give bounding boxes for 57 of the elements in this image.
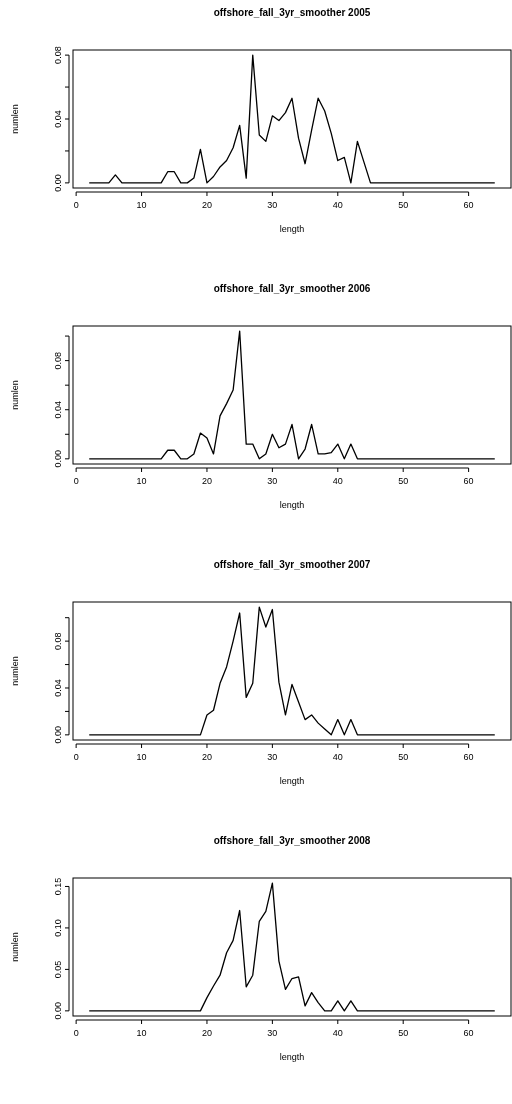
chart-title: offshore_fall_3yr_smoother 2005: [213, 7, 371, 18]
x-tick-label: 30: [267, 1028, 278, 1038]
x-axis-title: length: [279, 224, 305, 234]
y-tick-label: 0.00: [53, 1002, 63, 1020]
x-axis-title: length: [279, 1052, 305, 1062]
x-tick-label: 40: [332, 1028, 343, 1038]
x-tick-label: 60: [463, 1028, 474, 1038]
x-tick-label: 0: [73, 200, 79, 210]
line-series: [88, 606, 496, 736]
x-tick-label: 10: [136, 476, 147, 486]
x-tick-label: 40: [332, 200, 343, 210]
x-tick-label: 10: [136, 200, 147, 210]
y-axis-title: numlen: [10, 104, 20, 134]
x-tick-label: 50: [398, 476, 409, 486]
x-tick-label: 20: [201, 200, 212, 210]
x-tick-label: 10: [136, 1028, 147, 1038]
x-axis-title: length: [279, 500, 305, 510]
line-series: [88, 54, 496, 184]
y-tick-label: 0.04: [53, 679, 63, 697]
line-series: [88, 330, 496, 460]
x-tick-label: 30: [267, 476, 278, 486]
x-tick-label: 60: [463, 752, 474, 762]
x-axis-title: length: [279, 776, 305, 786]
y-axis-title: numlen: [10, 656, 20, 686]
x-tick-label: 40: [332, 476, 343, 486]
y-tick-label: 0.10: [53, 919, 63, 937]
y-tick-label: 0.15: [53, 877, 63, 896]
y-axis-title: numlen: [10, 932, 20, 962]
chart-title: offshore_fall_3yr_smoother 2008: [213, 835, 371, 846]
x-tick-label: 40: [332, 752, 343, 762]
x-tick-label: 0: [73, 1028, 79, 1038]
chart-title: offshore_fall_3yr_smoother 2006: [213, 283, 371, 294]
x-tick-label: 10: [136, 752, 147, 762]
y-tick-label: 0.04: [53, 400, 63, 419]
x-tick-label: 50: [398, 200, 409, 210]
y-tick-label: 0.05: [53, 960, 63, 979]
x-tick-label: 60: [463, 476, 474, 486]
y-tick-label: 0.00: [53, 450, 63, 468]
y-tick-label: 0.08: [53, 46, 63, 64]
y-axis-title: numlen: [10, 380, 20, 410]
x-tick-label: 30: [267, 752, 278, 762]
y-tick-label: 0.00: [53, 726, 63, 744]
chart-title: offshore_fall_3yr_smoother 2007: [213, 559, 371, 570]
y-tick-label: 0.00: [53, 174, 63, 192]
y-tick-label: 0.08: [53, 351, 63, 370]
x-tick-label: 20: [201, 476, 212, 486]
x-tick-label: 50: [398, 752, 409, 762]
x-tick-label: 50: [398, 1028, 409, 1038]
x-tick-label: 0: [73, 476, 79, 486]
x-tick-label: 60: [463, 200, 474, 210]
y-tick-label: 0.08: [53, 632, 63, 650]
y-tick-label: 0.04: [53, 110, 63, 128]
x-tick-label: 20: [201, 1028, 212, 1038]
x-tick-label: 20: [201, 752, 212, 762]
line-series: [88, 882, 496, 1012]
x-tick-label: 30: [267, 200, 278, 210]
x-tick-label: 0: [73, 752, 79, 762]
